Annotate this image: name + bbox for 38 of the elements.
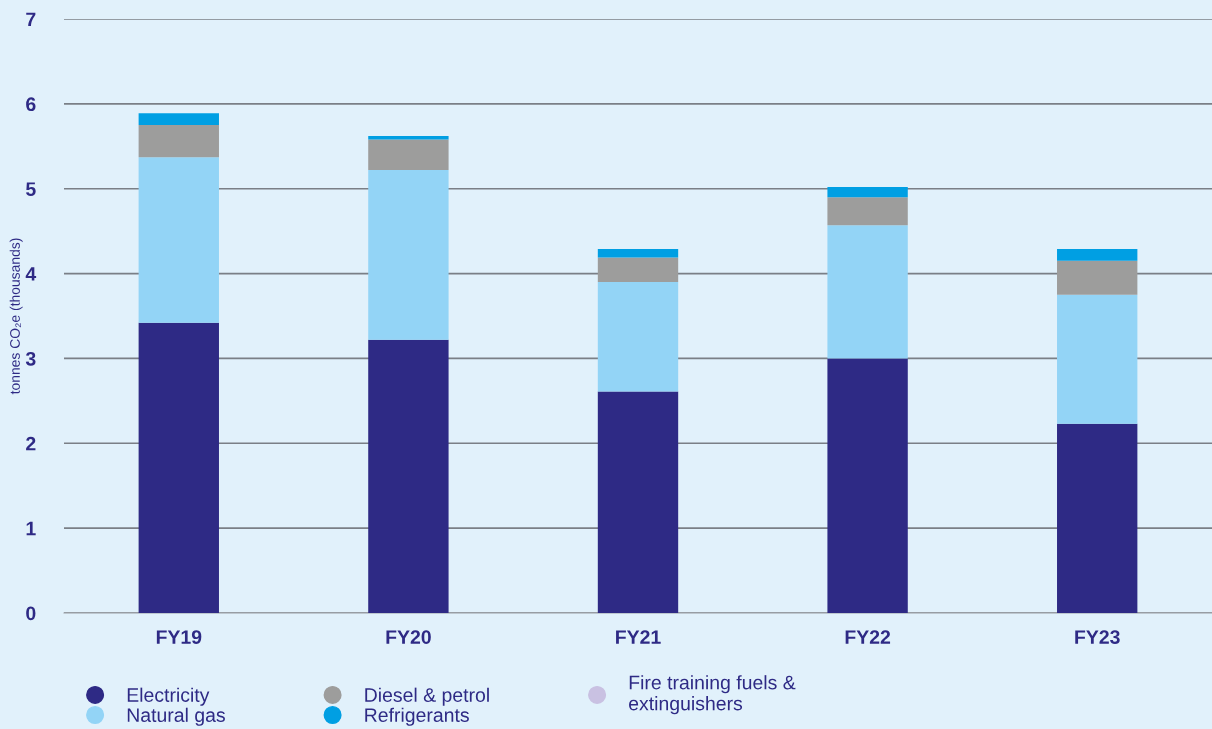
bar (597, 248, 679, 258)
bar (138, 113, 219, 126)
bar (138, 157, 219, 323)
bar (827, 187, 908, 198)
y-tick-label: 0 (26, 606, 36, 621)
x-tick-label: FY20 (386, 630, 431, 644)
y-axis-title: tonnes CO₂e (thousands) (9, 238, 23, 395)
x-tick-label: FY22 (845, 630, 891, 644)
bar (827, 225, 908, 359)
legend-label: Fire training fuels & extinguishers (629, 675, 796, 715)
bar (1057, 248, 1138, 261)
bar (368, 339, 449, 613)
bar (597, 257, 679, 283)
bar (827, 358, 908, 613)
bar (1057, 294, 1138, 424)
y-tick-label: 5 (26, 182, 36, 196)
legend-label: Refrigerants (365, 707, 469, 726)
bar (1057, 423, 1138, 613)
bar (368, 170, 449, 340)
bar (1057, 260, 1138, 295)
legend-label: Diesel & petrol (365, 687, 489, 706)
y-tick-label: 3 (25, 351, 36, 366)
bar (597, 282, 679, 392)
bar (368, 139, 449, 171)
legend-label: Electricity (127, 687, 210, 706)
x-tick-label: FY19 (156, 630, 202, 644)
y-tick-label: 4 (25, 267, 37, 281)
y-tick-label: 7 (26, 12, 36, 27)
bar (827, 197, 908, 226)
y-tick-label: 6 (26, 97, 36, 112)
legend-label: Natural gas (127, 707, 225, 726)
x-tick-label: FY23 (1075, 630, 1120, 644)
y-tick-label: 2 (26, 436, 36, 451)
y-tick-label: 1 (26, 521, 36, 536)
x-tick-label: FY21 (616, 630, 661, 644)
bar (138, 322, 219, 613)
bar (597, 391, 679, 613)
bar (138, 125, 219, 158)
